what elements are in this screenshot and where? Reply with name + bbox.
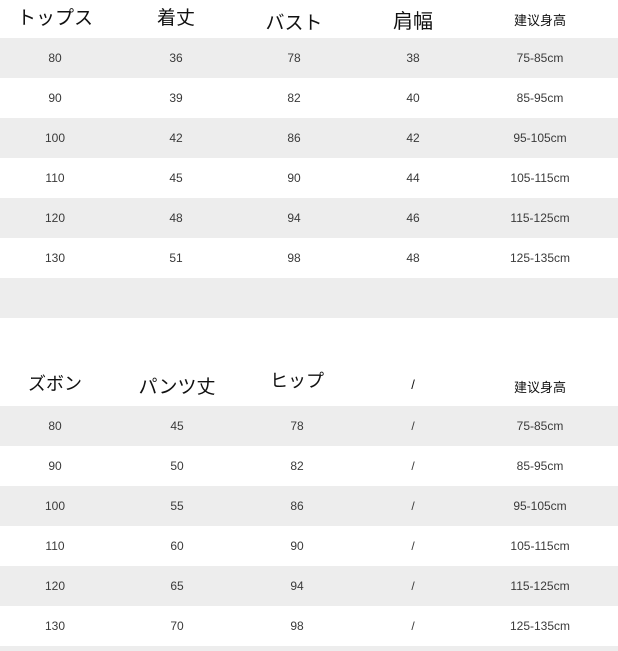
tops-cell: 46 [406, 211, 420, 225]
bottoms-cell: 82 [290, 459, 304, 473]
tops-cell: 115-125cm [510, 211, 570, 225]
tops-cell: 48 [406, 251, 420, 265]
tops-table-row: 130 51 98 48 125-135cm [0, 238, 618, 278]
tops-header-2: バスト [265, 13, 323, 34]
tops-cell: 85-95cm [516, 91, 564, 105]
tops-header-4: 建议身高 [513, 13, 567, 28]
tops-table-row: 110 45 90 44 105-115cm [0, 158, 618, 198]
bottoms-header-3: / [411, 377, 415, 392]
bottoms-header-1: パンツ丈 [138, 377, 216, 398]
tops-table-row: 100 42 86 42 95-105cm [0, 118, 618, 158]
bottoms-table-row: 110 60 90 / 105-115cm [0, 526, 618, 566]
tops-header-1: 着丈 [156, 8, 196, 29]
tops-cell: 98 [287, 251, 301, 265]
tops-table-row: 90 39 82 40 85-95cm [0, 78, 618, 118]
tops-table-row: 120 48 94 46 115-125cm [0, 198, 618, 238]
bottoms-table-row: 100 55 86 / 95-105cm [0, 486, 618, 526]
tops-cell: 95-105cm [513, 131, 567, 145]
tops-cell: 39 [169, 91, 183, 105]
tops-header-3: 肩幅 [393, 11, 433, 33]
bottoms-cell: 86 [290, 499, 304, 513]
tops-cell: 120 [44, 211, 66, 225]
bottoms-header-4: 建议身高 [513, 380, 567, 395]
tops-cell: 45 [169, 171, 183, 185]
spacer-row [0, 278, 618, 318]
bottoms-cell: 55 [170, 499, 184, 513]
bottoms-cell: 70 [170, 619, 184, 633]
tops-cell: 40 [406, 91, 420, 105]
bottoms-cell: 75-85cm [516, 419, 564, 433]
tops-cell: 80 [48, 51, 62, 65]
bottoms-cell: 60 [170, 539, 184, 553]
bottoms-cell: / [411, 579, 415, 593]
tops-cell: 42 [406, 131, 420, 145]
bottoms-cell: 85-95cm [516, 459, 564, 473]
bottoms-cell: 98 [290, 619, 304, 633]
tops-cell: 110 [45, 171, 65, 185]
bottoms-table-row: 130 70 98 / 125-135cm [0, 606, 618, 646]
tops-table-row: 80 36 78 38 75-85cm [0, 38, 618, 78]
tops-cell: 90 [287, 171, 301, 185]
tops-cell: 130 [44, 251, 66, 265]
tops-cell: 105-115cm [510, 171, 570, 185]
bottoms-cell: / [411, 419, 415, 433]
bottoms-cell: / [411, 619, 415, 633]
tops-cell: 51 [169, 251, 183, 265]
tops-cell: 90 [48, 91, 62, 105]
bottoms-cell: 90 [48, 459, 62, 473]
bottoms-cell: 45 [170, 419, 184, 433]
tops-cell: 125-135cm [509, 251, 571, 265]
bottoms-cell: 80 [48, 419, 62, 433]
tops-cell: 44 [406, 171, 420, 185]
bottoms-header-0: ズボン [28, 374, 82, 394]
bottoms-cell: 100 [44, 499, 66, 513]
tops-cell: 86 [287, 131, 301, 145]
bottoms-cell: 90 [290, 539, 304, 553]
bottoms-cell: / [411, 499, 415, 513]
bottoms-cell: 125-135cm [509, 619, 571, 633]
bottoms-cell: 130 [44, 619, 66, 633]
tops-header-0: トップス [16, 8, 94, 29]
tops-cell: 75-85cm [516, 51, 564, 65]
bottoms-cell: 50 [170, 459, 184, 473]
bottoms-cell: 115-125cm [510, 579, 570, 593]
bottoms-table-row: 80 45 78 / 75-85cm [0, 406, 618, 446]
tops-cell: 100 [44, 131, 66, 145]
bottoms-header-2: ヒップ [270, 371, 324, 391]
tops-cell: 82 [287, 91, 301, 105]
bottoms-cell: 105-115cm [510, 539, 570, 553]
tops-cell: 38 [406, 51, 420, 65]
tops-cell: 78 [287, 51, 301, 65]
tops-cell: 48 [169, 211, 183, 225]
tops-cell: 36 [169, 51, 183, 65]
bottoms-cell: 110 [45, 539, 65, 553]
tops-cell: 42 [169, 131, 183, 145]
bottoms-cell: 94 [290, 579, 304, 593]
bottoms-cell: 120 [44, 579, 66, 593]
bottoms-cell: / [411, 459, 415, 473]
bottoms-cell: 78 [290, 419, 304, 433]
bottoms-cell: 95-105cm [513, 499, 567, 513]
tops-cell: 94 [287, 211, 301, 225]
bottoms-table-row: 120 65 94 / 115-125cm [0, 566, 618, 606]
trailing-row [0, 646, 618, 651]
bottoms-cell: / [411, 539, 415, 553]
bottoms-table-row: 90 50 82 / 85-95cm [0, 446, 618, 486]
bottoms-cell: 65 [170, 579, 184, 593]
